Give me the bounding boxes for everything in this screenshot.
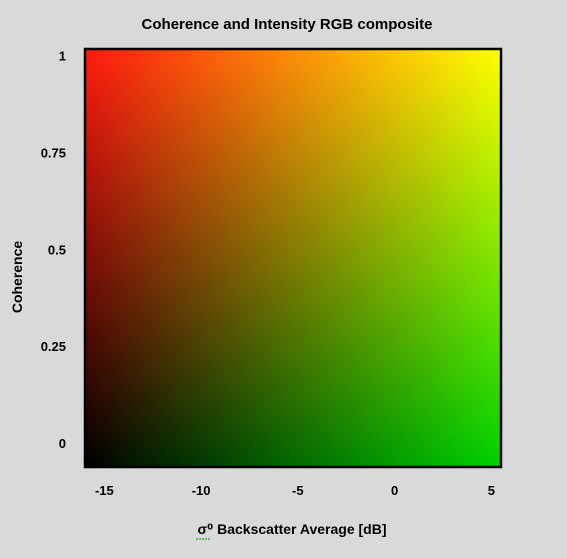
y-axis-label: Coherence <box>9 241 25 314</box>
chart-title: Coherence and Intensity RGB composite <box>142 16 433 33</box>
y-tick-label: 1 <box>59 49 66 64</box>
plot-area <box>83 47 503 469</box>
plot-border <box>83 47 503 469</box>
x-tick-label: 5 <box>488 483 495 498</box>
x-tick-label: -15 <box>95 483 114 498</box>
x-tick-label: -5 <box>292 483 304 498</box>
x-axis-ticks: -15 -10 -5 0 5 <box>95 483 495 498</box>
y-tick-label: 0 <box>59 436 66 451</box>
y-tick-label: 0.25 <box>41 339 66 354</box>
y-tick-label: 0.75 <box>41 146 66 161</box>
x-tick-label: -10 <box>192 483 211 498</box>
y-tick-label: 0.5 <box>48 242 66 257</box>
y-axis-ticks: 0 0.25 0.5 0.75 1 <box>41 49 66 451</box>
x-tick-label: 0 <box>391 483 398 498</box>
heatmap-high-coherence-layer <box>85 49 501 467</box>
x-axis-label: σ⁰ Backscatter Average [dB] <box>198 521 387 537</box>
